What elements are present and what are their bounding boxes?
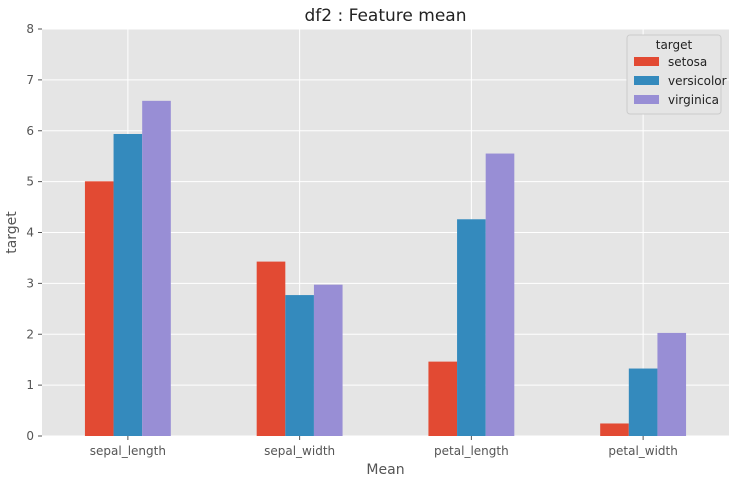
x-axis-label: Mean — [366, 462, 404, 478]
chart-title: df2 : Feature mean — [305, 6, 467, 26]
ticks: 0 1 2 3 4 5 6 7 8 sepal_length sepal_width petal_le… — [26, 22, 678, 458]
bar-setosa-sepal_width — [256, 261, 286, 436]
legend-title: target — [656, 38, 693, 52]
bar-virginica-sepal_length — [142, 100, 171, 436]
bar-setosa-petal_width — [600, 423, 629, 436]
legend-items: setosa versicolor virginica — [634, 55, 727, 107]
y-tick-label: 8 — [26, 22, 34, 36]
y-tick-label: 1 — [26, 378, 34, 392]
legend-label-setosa: setosa — [668, 55, 707, 69]
x-tick-label: sepal_length — [90, 444, 166, 458]
y-tick-label: 3 — [26, 276, 34, 290]
legend-swatch-versicolor — [634, 76, 659, 85]
bar-versicolor-sepal_width — [285, 295, 314, 436]
legend-label-virginica: virginica — [668, 93, 719, 107]
y-tick-label: 7 — [26, 73, 34, 87]
bar-virginica-petal_length — [485, 153, 515, 437]
bar-versicolor-petal_length — [457, 219, 486, 436]
x-tick-label: sepal_width — [264, 444, 335, 458]
bar-setosa-sepal_length — [84, 181, 114, 436]
y-tick-label: 0 — [26, 429, 34, 443]
bar-virginica-sepal_width — [313, 284, 343, 436]
y-tick-label: 4 — [26, 226, 34, 240]
legend-swatch-setosa — [634, 57, 659, 66]
x-tick-label: petal_length — [434, 444, 509, 458]
y-axis-label: target — [4, 211, 20, 254]
bars — [84, 100, 687, 437]
legend-swatch-virginica — [634, 95, 659, 104]
bar-setosa-petal_length — [428, 361, 458, 436]
bar-versicolor-petal_width — [628, 368, 658, 436]
y-tick-label: 2 — [26, 327, 34, 341]
y-tick-label: 5 — [26, 175, 34, 189]
y-tick-label: 6 — [26, 124, 34, 138]
legend: target setosa versicolor virginica — [626, 34, 727, 115]
bar-virginica-petal_width — [657, 332, 687, 436]
bar-versicolor-sepal_length — [113, 134, 143, 437]
x-tick-label: petal_width — [608, 444, 677, 458]
legend-label-versicolor: versicolor — [668, 74, 727, 88]
legend-box — [626, 34, 722, 115]
